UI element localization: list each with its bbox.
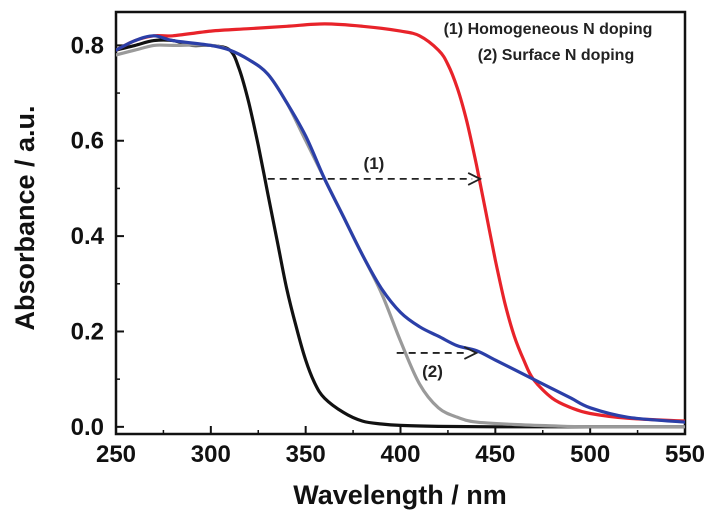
y-axis-ticks: 0.0 0.2 0.4 0.6 0.8 xyxy=(71,32,124,441)
series-line-2 xyxy=(116,22,685,423)
plot-frame xyxy=(114,10,687,436)
x-axis-ticks: 250 300 350 400 450 500 550 xyxy=(96,426,705,468)
plot-border xyxy=(114,10,687,436)
x-tick-label: 350 xyxy=(286,441,326,468)
legend-entry-2: (2) Surface N doping xyxy=(478,47,634,64)
y-tick-label: 0.4 xyxy=(71,223,105,250)
x-tick-label: 450 xyxy=(475,441,515,468)
series-line-1 xyxy=(116,38,685,429)
y-tick-label: 0.6 xyxy=(71,128,104,155)
series-line-3 xyxy=(116,43,685,429)
y-tick-label: 0.8 xyxy=(71,32,104,59)
series-layer xyxy=(116,22,685,429)
y-axis-title: Absorbance / a.u. xyxy=(10,105,40,330)
x-tick-label: 400 xyxy=(380,441,420,468)
annotation-label-1: (1) xyxy=(364,154,385,173)
legend: (1) Homogeneous N doping (2) Surface N do… xyxy=(444,21,653,64)
x-tick-label: 250 xyxy=(96,441,136,468)
y-tick-label: 0.2 xyxy=(71,318,104,345)
x-tick-label: 500 xyxy=(570,441,610,468)
annotation-arrowhead-2 xyxy=(463,346,479,360)
x-tick-label: 550 xyxy=(665,441,705,468)
annotation-label-2: (2) xyxy=(422,362,443,381)
annotation-arrowhead-1 xyxy=(467,172,483,186)
y-tick-label: 0.0 xyxy=(71,414,104,441)
x-tick-label: 300 xyxy=(191,441,231,468)
series-line-4 xyxy=(116,34,685,424)
x-axis-title: Wavelength / nm xyxy=(293,480,507,510)
legend-entry-1: (1) Homogeneous N doping xyxy=(444,21,653,38)
annotation-layer: (1) (2) xyxy=(267,154,483,381)
